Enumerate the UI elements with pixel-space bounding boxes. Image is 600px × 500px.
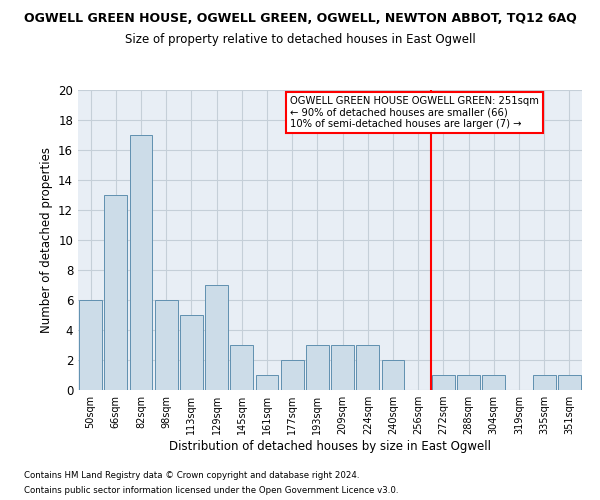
Bar [382, 360, 404, 390]
Bar [281, 360, 304, 390]
Y-axis label: Number of detached properties: Number of detached properties [40, 147, 53, 333]
Bar [180, 315, 203, 390]
Bar [230, 345, 253, 390]
Bar [130, 135, 152, 390]
Bar [306, 345, 329, 390]
Bar [205, 285, 228, 390]
Text: OGWELL GREEN HOUSE OGWELL GREEN: 251sqm
← 90% of detached houses are smaller (66: OGWELL GREEN HOUSE OGWELL GREEN: 251sqm … [290, 96, 539, 129]
Text: OGWELL GREEN HOUSE, OGWELL GREEN, OGWELL, NEWTON ABBOT, TQ12 6AQ: OGWELL GREEN HOUSE, OGWELL GREEN, OGWELL… [23, 12, 577, 26]
Bar [256, 375, 278, 390]
Bar [533, 375, 556, 390]
Text: Size of property relative to detached houses in East Ogwell: Size of property relative to detached ho… [125, 32, 475, 46]
Bar [482, 375, 505, 390]
Bar [155, 300, 178, 390]
Bar [356, 345, 379, 390]
Bar [331, 345, 354, 390]
Text: Contains public sector information licensed under the Open Government Licence v3: Contains public sector information licen… [24, 486, 398, 495]
X-axis label: Distribution of detached houses by size in East Ogwell: Distribution of detached houses by size … [169, 440, 491, 453]
Bar [558, 375, 581, 390]
Bar [79, 300, 102, 390]
Text: Contains HM Land Registry data © Crown copyright and database right 2024.: Contains HM Land Registry data © Crown c… [24, 471, 359, 480]
Bar [432, 375, 455, 390]
Bar [457, 375, 480, 390]
Bar [104, 195, 127, 390]
